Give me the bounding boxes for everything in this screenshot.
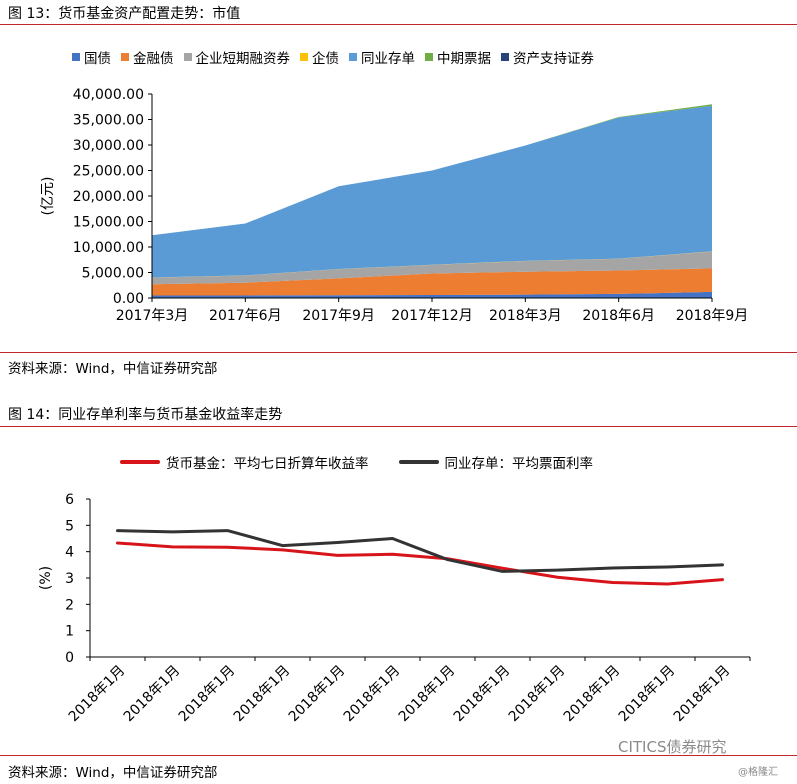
y-axis-label: (亿元) [40,177,56,216]
x-tick-label: 2017年6月 [209,308,282,324]
legend-item-1: 同业存单：平均票面利率 [398,452,594,472]
legend-label: 货币基金：平均七日折算年收益率 [166,456,369,472]
y-tick-label: 0.00 [113,291,144,307]
watermark-subtext: @格隆汇 [738,767,778,778]
legend-label: 同业存单 [361,51,415,67]
y-tick-label: 3 [65,571,74,587]
x-tick-label: 2018年1月 [561,663,624,726]
figure-2-title: 图 14：同业存单利率与货币基金收益率走势 [8,407,283,423]
figure-2-bottom-rule [0,755,797,756]
legend-item-1: 金融债 [121,47,174,67]
line-series-1 [116,529,724,573]
area-series-1 [152,268,712,296]
figure-1-legend: 国债 金融债 企业短期融资券 企债 同业存单 中期票据 资产支持证券 [72,47,604,67]
y-tick-label: 2 [65,597,74,613]
legend-label: 资产支持证券 [513,51,594,67]
y-tick-label: 40,000.00 [73,87,144,103]
figure-1-bottom-rule [0,352,797,353]
x-tick-label: 2017年3月 [116,308,189,324]
x-tick-label: 2018年6月 [582,308,655,324]
area-series-2 [152,251,712,285]
legend-swatch [300,53,308,61]
legend-swatch [72,53,80,61]
watermark-text: CITICS债券研究 [618,738,727,756]
legend-label: 同业存单：平均票面利率 [444,456,594,472]
legend-swatch [183,53,192,61]
x-tick-label: 2018年1月 [121,663,184,726]
area-series-4 [152,105,712,278]
x-tick-label: 2018年9月 [676,308,749,324]
y-tick-label: 0 [65,650,74,666]
x-tick-label: 2018年1月 [66,663,129,726]
legend-item-6: 资产支持证券 [501,47,594,67]
figure-1-area-chart: 0.00 5,000.00 10,000.00 15,000.00 20,000.00 2… [40,87,749,324]
y-tick-label: 6 [65,492,74,508]
legend-item-5: 中期票据 [425,47,491,67]
y-axis-label: (%) [38,566,54,590]
legend-line [120,460,160,464]
figure-2-legend: 货币基金：平均七日折算年收益率 同业存单：平均票面利率 [120,452,623,472]
figure-1-source: 资料来源：Wind，中信证券研究部 [8,361,218,377]
figure-1-title: 图 13：货币基金资产配置走势：市值 [8,6,241,22]
legend-item-0: 货币基金：平均七日折算年收益率 [120,452,369,472]
figure-2-line-chart: 01234562018年1月2018年1月2018年1月2018年1月2018年… [38,492,751,726]
legend-swatch [425,53,433,61]
x-tick-label: 2017年9月 [302,308,375,324]
legend-label: 国债 [84,51,111,67]
legend-label: 中期票据 [437,51,491,67]
legend-swatch [501,53,509,61]
x-tick-label: 2018年1月 [231,663,294,726]
y-tick-label: 25,000.00 [73,164,144,180]
legend-line [398,460,439,464]
legend-swatch [349,53,357,61]
figure-2-top-rule [0,426,797,427]
x-tick-label: 2018年1月 [506,663,569,726]
y-tick-label: 20,000.00 [73,189,144,205]
figure-1-top-rule [0,24,797,25]
y-tick-label: 35,000.00 [73,113,144,129]
x-tick-label: 2018年1月 [671,663,734,726]
x-tick-label: 2018年1月 [616,663,679,726]
y-tick-label: 5,000.00 [82,266,144,282]
x-tick-label: 2018年1月 [451,663,514,726]
x-tick-label: 2017年12月 [391,308,472,324]
x-tick-label: 2018年3月 [489,308,562,324]
x-tick-label: 2018年1月 [286,663,349,726]
legend-label: 企债 [312,51,339,67]
x-tick-label: 2018年1月 [341,663,404,726]
legend-label: 金融债 [133,51,174,67]
legend-item-3: 企债 [300,47,339,67]
line-series-0 [116,541,724,586]
y-tick-label: 4 [65,545,74,561]
legend-item-0: 国债 [72,47,111,67]
legend-swatch [121,53,129,61]
figure-2-source: 资料来源：Wind，中信证券研究部 [8,765,218,781]
y-tick-label: 1 [65,624,74,640]
x-tick-label: 2018年1月 [396,663,459,726]
legend-item-4: 同业存单 [349,47,415,67]
x-tick-label: 2018年1月 [176,663,239,726]
legend-label: 企业短期融资券 [195,51,291,67]
legend-item-2: 企业短期融资券 [183,47,291,67]
y-tick-label: 5 [65,518,74,534]
y-tick-label: 15,000.00 [73,215,144,231]
y-tick-label: 30,000.00 [73,138,144,154]
y-tick-label: 10,000.00 [73,240,144,256]
